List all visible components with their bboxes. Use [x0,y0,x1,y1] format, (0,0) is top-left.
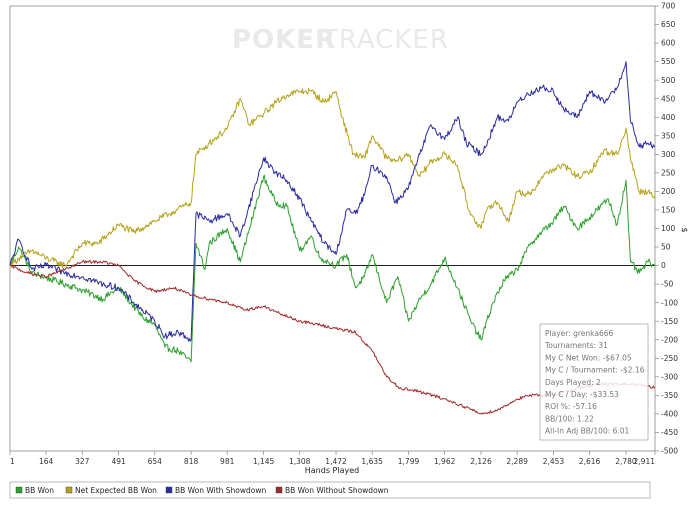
stats-line: Player: grenka666 [545,329,614,338]
x-tick-label: 164 [39,457,54,466]
legend-item[interactable]: Net Expected BB Won [65,486,157,495]
y-tick-label: 400 [661,113,676,122]
x-tick-label: 818 [184,457,199,466]
y-tick-label: -500 [661,447,678,456]
y-tick-label: -300 [661,372,678,381]
stats-line: ROI %: -57.16 [545,402,597,411]
legend-frame [9,481,651,499]
y-tick-label: -100 [661,298,678,307]
y-tick-label: 0 [661,261,666,270]
legend-swatch [275,486,283,494]
y-axis-title: $ [680,227,689,232]
legend-item[interactable]: BB Won With Showdown [165,486,267,495]
legend-swatch [165,486,173,494]
x-tick-label: 654 [148,457,163,466]
legend-item[interactable]: BB Won [15,486,54,495]
x-tick-label: 1,145 [253,457,275,466]
x-axis-title: Hands Played [305,466,359,475]
y-axis-ticks: 7006506005505004504003503002502001501005… [655,2,678,456]
y-tick-label: 100 [661,224,676,233]
x-tick-label: 1,308 [289,457,311,466]
x-tick-label: 327 [75,457,90,466]
y-tick-label: 200 [661,187,676,196]
x-tick-label: 2,126 [470,457,492,466]
legend-swatch [65,486,73,494]
legend-label: Net Expected BB Won [75,486,157,495]
y-tick-label: 250 [661,168,676,177]
series-line-2 [9,61,656,342]
y-tick-label: -50 [661,280,673,289]
y-tick-label: -150 [661,317,678,326]
x-tick-label: 2,616 [579,457,601,466]
y-tick-label: 50 [661,243,671,252]
y-tick-label: 600 [661,39,676,48]
stats-line: My C / Tournament: -$2.16 [545,366,645,375]
y-tick-label: 150 [661,206,676,215]
legend: BB Won Net Expected BB Won BB Won With Sho… [9,481,651,499]
watermark-text-bold: POKER [232,25,336,55]
legend-label: BB Won [25,486,54,495]
y-tick-label: 450 [661,94,676,103]
x-tick-label: 2,780 [615,457,637,466]
x-tick-label: 2,453 [543,457,565,466]
legend-label: BB Won With Showdown [175,486,267,495]
x-tick-label: 1 [10,457,15,466]
stats-line: Days Played: 2 [545,378,601,387]
series-line-1 [9,87,656,268]
stats-line: My C / Day: -$33.53 [545,390,619,399]
stats-box: Player: grenka666 Tournaments: 31 My C Net… [539,323,649,441]
y-tick-label: 300 [661,150,676,159]
stats-line: Tournaments: 31 [544,341,608,350]
stats-box-background [539,323,649,441]
y-tick-label: -350 [661,391,678,400]
legend-swatch [15,486,23,494]
y-tick-label: -200 [661,335,678,344]
stats-line: BB/100: 1.22 [545,414,594,423]
y-tick-label: 650 [661,20,676,29]
x-tick-label: 2,289 [506,457,528,466]
y-tick-label: 350 [661,131,676,140]
x-axis-ticks: 1 164 327 491 654 818 981 1,145 1,308 1,472 1,635 1… [9,451,656,466]
stats-line: All-In Adj BB/100: 6.01 [545,427,630,436]
x-tick-label: 1,799 [398,457,420,466]
y-tick-label: 550 [661,57,676,66]
x-tick-label: 2,911 [634,457,656,466]
y-tick-label: -450 [661,428,678,437]
y-tick-label: 700 [661,2,676,11]
y-tick-label: -250 [661,354,678,363]
watermark-text-light: TRACKER [321,25,449,55]
stats-lines: Player: grenka666 Tournaments: 31 My C Net… [544,329,645,436]
legend-item[interactable]: BB Won Without Showdown [275,486,389,495]
watermark-logo: POKER TRACKER [232,25,449,55]
y-tick-label: -400 [661,410,678,419]
x-tick-label: 981 [220,457,235,466]
legend-label: BB Won Without Showdown [285,486,389,495]
legend-items: BB Won Net Expected BB Won BB Won With Sho… [15,486,389,495]
x-tick-label: 1,472 [325,457,347,466]
y-tick-label: 500 [661,76,676,85]
stats-line: My C Net Won: -$67.05 [545,353,632,362]
x-tick-label: 1,962 [434,457,456,466]
x-tick-label: 1,635 [361,457,383,466]
x-tick-label: 491 [111,457,126,466]
